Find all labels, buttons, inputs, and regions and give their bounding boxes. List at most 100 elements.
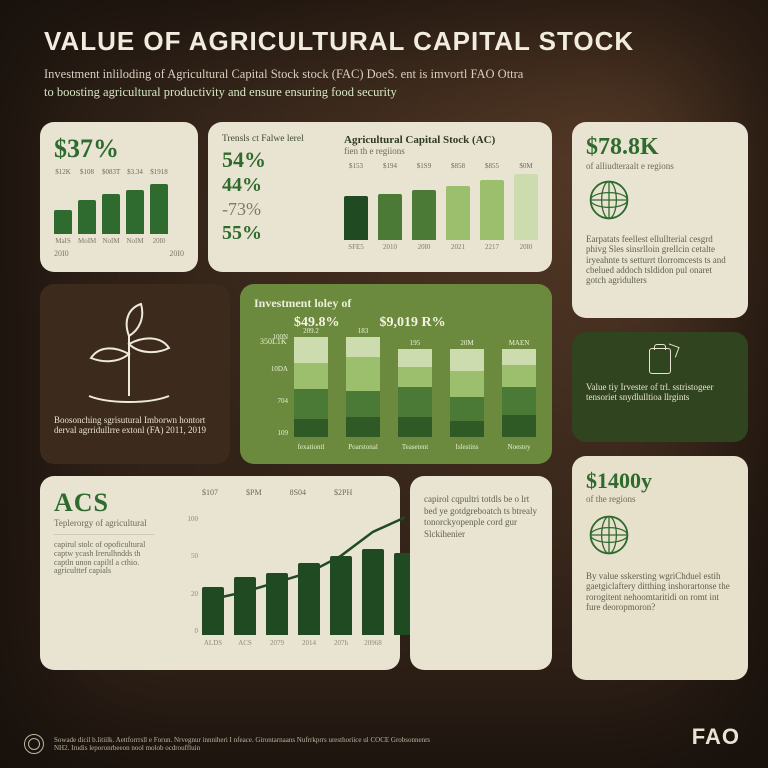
header: VALUE OF AGRICULTURAL CAPITAL STOCK Inve… (44, 26, 724, 101)
stack-bar (294, 337, 328, 437)
ay3: 0 (164, 627, 198, 635)
stack-lbl: 183 (358, 327, 369, 335)
acs-xl: 2079 (266, 639, 288, 647)
stack-lbl: 20M (460, 339, 473, 347)
stack-seg (346, 417, 380, 437)
acs-sub: Teplerorgy of agricultural (54, 518, 154, 528)
plant-caption: Boosonching sgrisutural Imborwn hontort … (54, 415, 216, 436)
stack-seg (450, 421, 484, 437)
acs-xl: 20968 (362, 639, 384, 647)
stack-bar (502, 349, 536, 437)
fao-logo: FAO (692, 724, 740, 750)
acs-xl: 207h (330, 639, 352, 647)
acs-t0: $107 (202, 488, 218, 497)
c1-t0: $12K (54, 168, 72, 176)
acs-t2: 8S04 (290, 488, 306, 497)
footer-l1: Sowade dicil b.litiilk. Aettforrrsll e F… (54, 736, 430, 744)
stack-x: Teasetent (398, 443, 432, 451)
stack-seg (502, 415, 536, 437)
c2x0: SFE5 (344, 243, 368, 251)
ay0: 100 (164, 515, 198, 523)
c2-r1: 44% (222, 175, 330, 196)
stack-seg (346, 337, 380, 357)
c2-title-b: Agricultural Capital Stock (AC) (344, 134, 538, 146)
c2-r0: 54% (222, 148, 330, 171)
c2-top: $153 $194 $1S9 $858 $855 $0M (344, 162, 538, 170)
stack-lbl: MAEN (509, 339, 530, 347)
card1-xlabels: MaIS MoIM NoIM NoIM 20I0 (54, 237, 184, 245)
side-top-sub: of alliudteraalt e regions (586, 161, 734, 171)
page-title: VALUE OF AGRICULTURAL CAPITAL STOCK (44, 26, 724, 57)
c2x3: 2021 (446, 243, 470, 251)
c2b0 (344, 196, 368, 240)
stack-bar (346, 337, 380, 437)
c4-xlabels: fexationtlPoarstonalTeasetentIslestinsNo… (294, 443, 536, 451)
c2b4 (480, 180, 504, 240)
card1-footer: 20I0 20I0 (54, 249, 184, 258)
c4y1: 10DA (254, 365, 288, 373)
acs-headline: ACS (54, 488, 154, 518)
divider (54, 534, 154, 535)
stack-x: Noestey (502, 443, 536, 451)
c2t5: $0M (514, 162, 538, 170)
stack-x: Islestins (450, 443, 484, 451)
side-bot: $1400y of the regions By value sskerstin… (572, 456, 748, 680)
c4-title: Investment loley of (254, 296, 538, 311)
seal-icon (24, 734, 44, 754)
c2t2: $1S9 (412, 162, 436, 170)
acs-xl: ACS (234, 639, 256, 647)
footer: Sowade dicil b.litiilk. Aettforrrsll e F… (24, 734, 744, 754)
footer-text: Sowade dicil b.litiilk. Aettforrrsll e F… (54, 736, 430, 753)
c2b3 (446, 186, 470, 240)
stack-seg (294, 337, 328, 363)
acs-y: 0 20 50 100 (164, 515, 198, 635)
acs-line (202, 515, 432, 635)
c2t4: $855 (480, 162, 504, 170)
c2-title-a: Trensls ct Falwe lerel (222, 134, 330, 144)
c4-chart: 100N 10DA 704 109 350L1K 209.218319520MM… (254, 333, 538, 451)
acs-x: ALDSACS20792014207h20968 (202, 639, 384, 647)
c1-t4: $1918 (150, 168, 168, 176)
subtitle-a: Investment inliloding of Agricultural Ca… (44, 67, 523, 81)
stack-seg (398, 349, 432, 367)
c2b1 (378, 194, 402, 240)
stack-seg (398, 387, 432, 417)
c4-stacks: 209.218319520MMAEN (294, 327, 536, 437)
c1-bar1 (78, 200, 96, 234)
stack-col: 209.2 (294, 327, 328, 437)
stack-x: Poarstonal (346, 443, 380, 451)
side-bot-blurb: By value sskersting wgriChduel estih gae… (586, 571, 734, 612)
card2-left: Trensls ct Falwe lerel 54% 44% -73% 55% (222, 134, 330, 260)
c1-bar4 (150, 184, 168, 234)
card1-toplabels: $12K $108 $083T $3.34 $1918 (54, 168, 184, 176)
c4-leftstub: 350L1K (260, 337, 287, 346)
page-subtitle: Investment inliloding of Agricultural Ca… (44, 65, 684, 101)
c2x1: 2010 (378, 243, 402, 251)
c2x4: 2217 (480, 243, 504, 251)
card1-bars (54, 180, 184, 234)
side-top-blurb: Earpatats feellest ellullterial cesgrd p… (586, 234, 734, 286)
ay2: 20 (164, 590, 198, 598)
c2x5: 20I0 (514, 243, 538, 251)
acs-xl: ALDS (202, 639, 224, 647)
c1-x3: NoIM (126, 237, 144, 245)
stack-seg (346, 357, 380, 391)
card-plant: Boosonching sgrisutural Imborwn hontort … (40, 284, 230, 464)
stack-seg (450, 349, 484, 371)
stack-seg (294, 419, 328, 437)
stack-seg (502, 387, 536, 415)
c4y2: 704 (254, 397, 288, 405)
card-37pct: $37% $12K $108 $083T $3.34 $1918 MaIS Mo… (40, 122, 198, 272)
card-acs: ACS Teplerorgy of agricultural capirul s… (40, 476, 400, 670)
ay1: 50 (164, 552, 198, 560)
stack-bar (450, 349, 484, 437)
side-top-headline: $78.8K (586, 134, 734, 161)
stack-seg (502, 349, 536, 365)
c1-x2: NoIM (102, 237, 120, 245)
card2-right: Agricultural Capital Stock (AC) fien th … (344, 134, 538, 260)
side-mid-blurb: Value tiy Irvester of trl. sstristogeer … (586, 382, 734, 403)
card-smallnote: capirol cqpultri totdls be o lrt bed ye … (410, 476, 552, 670)
c2b5 (514, 174, 538, 240)
c1-bar2 (102, 194, 120, 234)
c2-sub: fien th e regiions (344, 146, 538, 156)
